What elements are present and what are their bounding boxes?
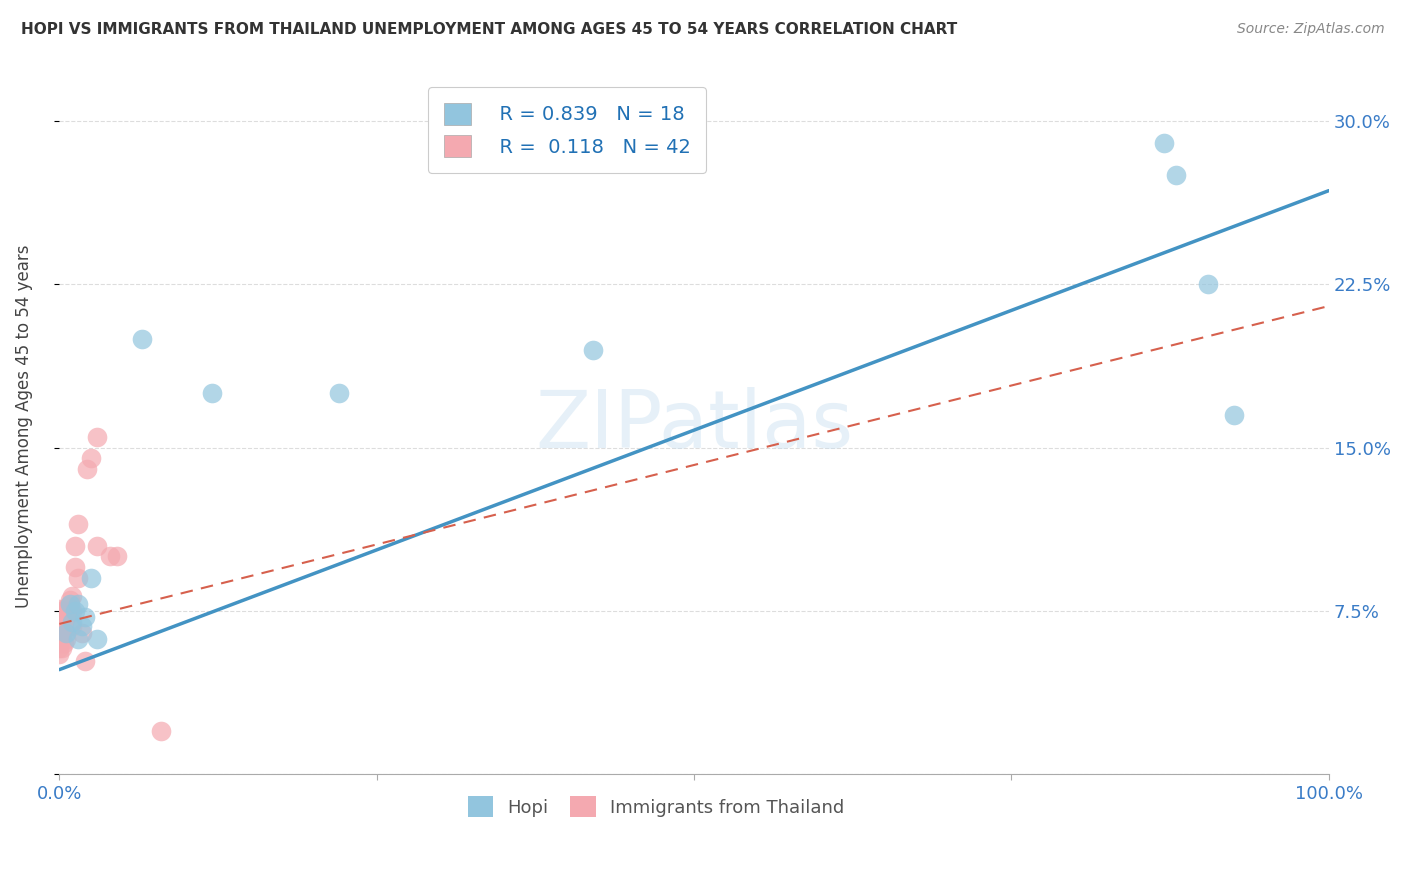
Text: ZIPatlas: ZIPatlas bbox=[536, 387, 853, 465]
Point bbox=[131, 332, 153, 346]
Point bbox=[581, 343, 603, 357]
Point bbox=[48, 613, 70, 627]
Point bbox=[63, 539, 86, 553]
Point bbox=[58, 604, 80, 618]
Point bbox=[1197, 277, 1219, 292]
Point bbox=[55, 632, 77, 647]
Point bbox=[80, 451, 103, 466]
Point bbox=[60, 619, 83, 633]
Point bbox=[1153, 136, 1175, 150]
Point bbox=[86, 539, 108, 553]
Point bbox=[56, 608, 79, 623]
Point bbox=[73, 610, 96, 624]
Point bbox=[48, 636, 70, 650]
Point bbox=[70, 619, 93, 633]
Point bbox=[67, 597, 90, 611]
Point bbox=[48, 630, 70, 644]
Point bbox=[48, 606, 70, 620]
Text: Source: ZipAtlas.com: Source: ZipAtlas.com bbox=[1237, 22, 1385, 37]
Point bbox=[48, 625, 70, 640]
Point bbox=[51, 640, 73, 655]
Point bbox=[98, 549, 121, 564]
Point bbox=[48, 608, 70, 623]
Point bbox=[55, 610, 77, 624]
Point bbox=[86, 430, 108, 444]
Point bbox=[60, 604, 83, 618]
Y-axis label: Unemployment Among Ages 45 to 54 years: Unemployment Among Ages 45 to 54 years bbox=[15, 244, 32, 607]
Point bbox=[48, 619, 70, 633]
Text: HOPI VS IMMIGRANTS FROM THAILAND UNEMPLOYMENT AMONG AGES 45 TO 54 YEARS CORRELAT: HOPI VS IMMIGRANTS FROM THAILAND UNEMPLO… bbox=[21, 22, 957, 37]
Point bbox=[55, 625, 77, 640]
Point bbox=[48, 601, 70, 615]
Point bbox=[51, 625, 73, 640]
Point bbox=[48, 615, 70, 629]
Point bbox=[58, 599, 80, 614]
Point bbox=[73, 654, 96, 668]
Point bbox=[48, 632, 70, 647]
Point bbox=[67, 571, 90, 585]
Point bbox=[60, 615, 83, 629]
Point bbox=[105, 549, 128, 564]
Point bbox=[48, 610, 70, 624]
Point bbox=[58, 597, 80, 611]
Point bbox=[48, 648, 70, 662]
Point bbox=[48, 624, 70, 638]
Point bbox=[1166, 169, 1188, 183]
Point bbox=[63, 560, 86, 574]
Point bbox=[86, 632, 108, 647]
Legend: Hopi, Immigrants from Thailand: Hopi, Immigrants from Thailand bbox=[461, 789, 852, 824]
Point bbox=[70, 625, 93, 640]
Point bbox=[58, 593, 80, 607]
Point bbox=[48, 640, 70, 655]
Point bbox=[67, 632, 90, 647]
Point bbox=[1222, 408, 1244, 422]
Point bbox=[201, 386, 224, 401]
Point bbox=[48, 604, 70, 618]
Point bbox=[80, 571, 103, 585]
Point bbox=[149, 723, 172, 738]
Point bbox=[53, 636, 76, 650]
Point bbox=[48, 616, 70, 631]
Point bbox=[53, 619, 76, 633]
Point bbox=[60, 589, 83, 603]
Point bbox=[63, 604, 86, 618]
Point bbox=[328, 386, 350, 401]
Point bbox=[76, 462, 98, 476]
Point bbox=[67, 516, 90, 531]
